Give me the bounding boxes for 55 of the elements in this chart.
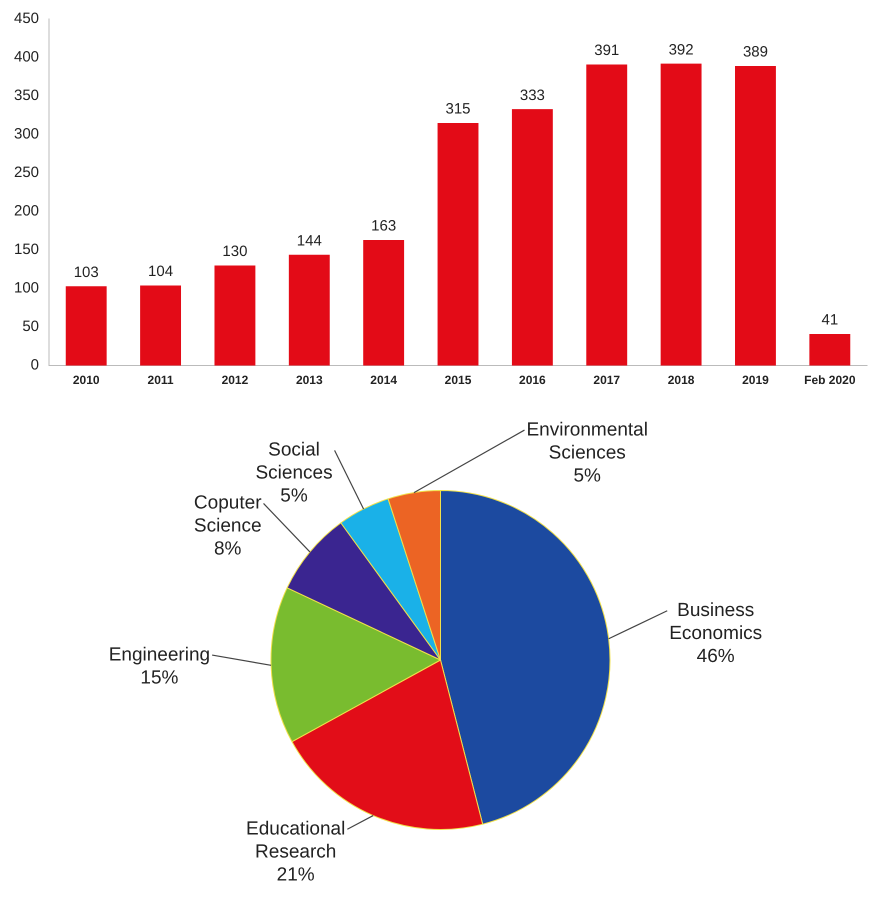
y-tick-label: 250 <box>14 164 40 182</box>
bar <box>363 240 404 366</box>
data-label: 21% <box>276 864 315 886</box>
x-tick-label: 2019 <box>742 373 770 388</box>
data-label: 103 <box>74 264 99 281</box>
data-label: 8% <box>214 538 242 560</box>
data-label: 392 <box>668 41 694 58</box>
slice-label: Social Sciences <box>255 440 333 484</box>
data-label: 104 <box>148 263 174 280</box>
x-tick-label: 2013 <box>296 373 323 388</box>
x-tick-label: Feb 2020 <box>804 373 856 388</box>
slice-label: Educational Research <box>246 818 346 863</box>
y-tick-label: 350 <box>14 87 40 104</box>
data-label: 391 <box>594 42 620 60</box>
bar <box>660 64 702 366</box>
bar <box>512 109 553 366</box>
data-label: 5% <box>280 486 308 507</box>
data-label: 46% <box>696 646 735 667</box>
y-tick-label: 150 <box>14 241 40 258</box>
y-tick-label: 200 <box>14 202 40 220</box>
data-label: 333 <box>520 86 545 104</box>
data-label: 144 <box>296 232 322 250</box>
slice-label: Engineering <box>108 644 210 666</box>
y-tick-label: 400 <box>14 48 40 66</box>
data-label: 5% <box>573 465 602 486</box>
y-tick-label: 100 <box>14 280 40 297</box>
x-tick-label: 2018 <box>668 373 695 388</box>
bar <box>66 286 107 366</box>
y-tick-label: 300 <box>14 126 40 143</box>
data-label: 15% <box>140 667 179 688</box>
x-tick-label: 2017 <box>593 373 620 388</box>
slice-label: Coputer Science <box>194 492 262 537</box>
data-label: 41 <box>821 312 838 329</box>
x-tick-label: 2014 <box>370 373 398 388</box>
x-tick-label: 2015 <box>444 373 472 388</box>
bar <box>809 334 850 366</box>
slice-label: Environmental Sciences <box>526 419 648 464</box>
bar <box>140 285 182 366</box>
bar <box>438 122 478 366</box>
y-tick-label: 50 <box>22 318 40 336</box>
data-label: 389 <box>742 44 768 61</box>
bar <box>735 66 776 366</box>
x-tick-label: 2012 <box>222 373 249 388</box>
x-tick-label: 2010 <box>72 373 100 388</box>
data-label: 163 <box>371 218 396 235</box>
x-tick-label: 2011 <box>148 373 174 388</box>
bar <box>586 64 628 366</box>
data-label: 315 <box>446 100 471 118</box>
data-label: 130 <box>222 243 248 260</box>
bar <box>214 265 256 366</box>
x-tick-label: 2016 <box>519 373 546 388</box>
y-tick-label: 450 <box>14 10 40 28</box>
bar <box>288 254 330 366</box>
y-tick-label: 0 <box>30 356 40 374</box>
slice-label: Business Economics <box>669 600 762 644</box>
